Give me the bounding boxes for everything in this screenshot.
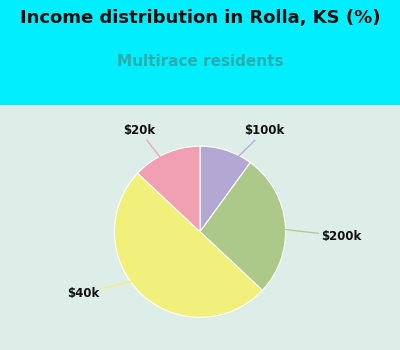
Text: Income distribution in Rolla, KS (%): Income distribution in Rolla, KS (%) xyxy=(20,9,380,27)
Text: $100k: $100k xyxy=(218,124,285,176)
Text: $40k: $40k xyxy=(67,274,160,300)
Wedge shape xyxy=(200,162,286,290)
Wedge shape xyxy=(138,146,200,232)
Wedge shape xyxy=(114,173,262,317)
Text: $200k: $200k xyxy=(258,226,362,243)
Wedge shape xyxy=(200,146,250,232)
Text: Multirace residents: Multirace residents xyxy=(117,54,283,69)
Text: $20k: $20k xyxy=(123,124,177,178)
